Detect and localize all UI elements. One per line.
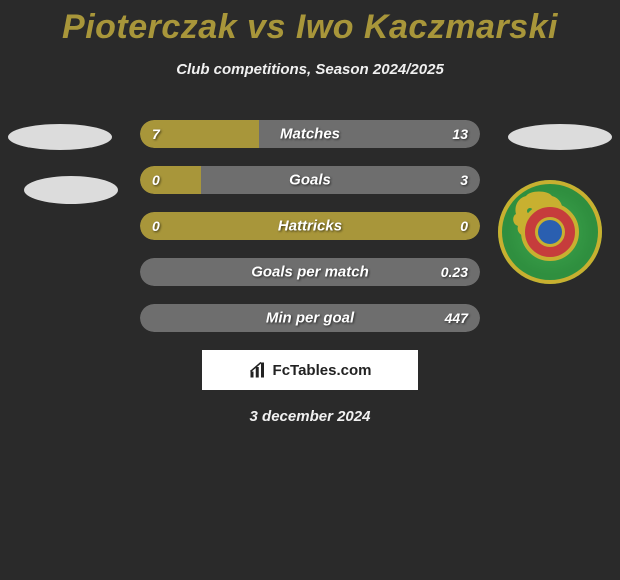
stats-area: 7 Matches 13 0 Goals 3 0 Hattricks 0 [0, 120, 620, 332]
stat-value-right: 3 [460, 172, 468, 188]
page-title: Pioterczak vs Iwo Kaczmarski [0, 8, 620, 47]
stat-row-mpg: Min per goal 447 [140, 304, 480, 332]
date-text: 3 december 2024 [0, 408, 620, 425]
comparison-widget: Pioterczak vs Iwo Kaczmarski Club compet… [0, 0, 620, 580]
stat-row-goals: 0 Goals 3 [140, 166, 480, 194]
stat-row-gpm: Goals per match 0.23 [140, 258, 480, 286]
stat-label: Goals per match [140, 264, 480, 281]
stat-value-right: 13 [452, 126, 468, 142]
bar-chart-icon [249, 361, 267, 379]
stat-label: Min per goal [140, 310, 480, 327]
stat-row-hattricks: 0 Hattricks 0 [140, 212, 480, 240]
stat-value-right: 447 [445, 310, 468, 326]
brand-footer[interactable]: FcTables.com [202, 350, 418, 390]
stat-label: Matches [140, 126, 480, 143]
page-subtitle: Club competitions, Season 2024/2025 [0, 61, 620, 78]
stat-label: Hattricks [140, 218, 480, 235]
stat-value-right: 0.23 [441, 264, 468, 280]
stat-label: Goals [140, 172, 480, 189]
stat-value-right: 0 [460, 218, 468, 234]
brand-text: FcTables.com [273, 362, 372, 379]
stat-row-matches: 7 Matches 13 [140, 120, 480, 148]
